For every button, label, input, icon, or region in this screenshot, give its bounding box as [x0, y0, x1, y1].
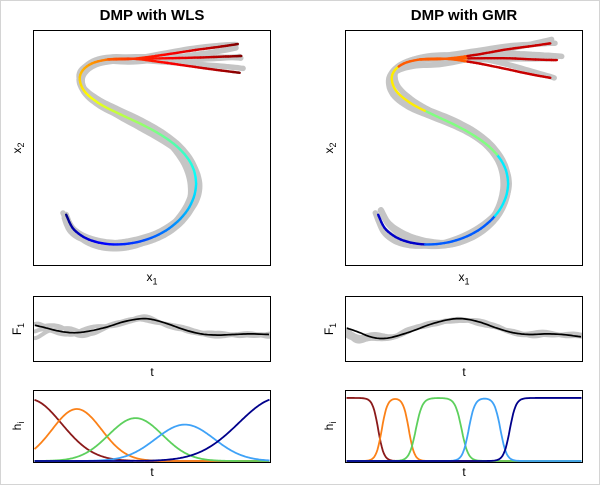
wls-basis-plot [33, 390, 271, 463]
y-axis-label-hi: hi [10, 422, 26, 431]
x-axis-label-x1: x1 [345, 270, 583, 286]
wls-trajectory-plot [33, 30, 271, 266]
label-text: t [150, 465, 154, 479]
label-text: F [9, 327, 24, 336]
y-axis-label-x2: x2 [322, 142, 338, 153]
gmr-basis-plot [345, 390, 583, 463]
label-sub: 2 [328, 142, 339, 148]
label-text: x [9, 147, 24, 154]
label-text: F [321, 327, 336, 336]
label-text: x [458, 270, 465, 284]
x-axis-label-x1: x1 [33, 270, 271, 286]
x-axis-label-t: t [345, 465, 583, 481]
label-text: x [321, 147, 336, 154]
label-sub: 1 [464, 276, 470, 287]
x-axis-label-t: t [345, 365, 583, 381]
panel-title-gmr: DMP with GMR [410, 7, 518, 24]
label-sub: 1 [152, 276, 158, 287]
label-text: h [9, 423, 24, 431]
gmr-trajectory-plot [345, 30, 583, 266]
x-axis-label-t: t [33, 365, 271, 381]
label-sub: i [328, 421, 339, 424]
y-axis-label-f1: F1 [322, 323, 338, 335]
y-axis-label-x2: x2 [10, 142, 26, 153]
y-axis-label-f1: F1 [10, 323, 26, 335]
panel-gmr: DMP with GMR x2 x1 F1 t hi t [317, 1, 599, 484]
wls-force-plot [33, 296, 271, 362]
panel-wls: DMP with WLS x2 x1 F1 t hi t [5, 1, 305, 484]
x-axis-label-t: t [33, 465, 271, 481]
panel-title-wls: DMP with WLS [99, 7, 205, 24]
label-text: t [462, 365, 466, 379]
label-sub: i [16, 421, 27, 424]
label-sub: 1 [328, 322, 339, 328]
gmr-force-plot [345, 296, 583, 362]
label-text: h [321, 423, 336, 431]
label-text: t [462, 465, 466, 479]
label-text: t [150, 365, 154, 379]
label-sub: 1 [16, 322, 27, 328]
label-text: x [146, 270, 153, 284]
y-axis-label-hi: hi [322, 422, 338, 431]
label-sub: 2 [16, 142, 27, 148]
